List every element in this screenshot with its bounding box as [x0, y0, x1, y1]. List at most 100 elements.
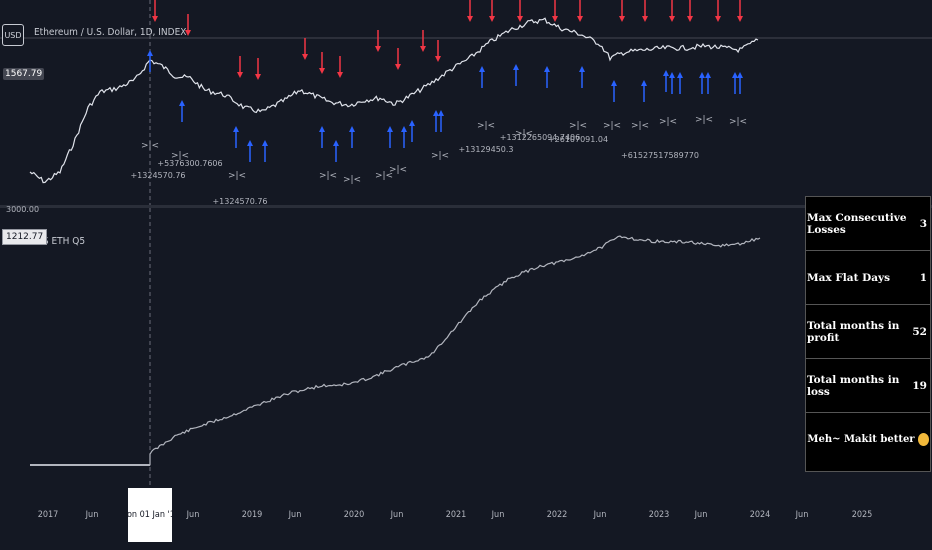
sell-arrow-icon [435, 40, 441, 62]
arrow-head [544, 66, 550, 72]
arrow-head [152, 16, 158, 22]
arrow-head [699, 72, 705, 78]
indicator-value-tag: 1212.77 [2, 229, 48, 245]
arrow-head [513, 64, 519, 70]
buy-arrow-icon [433, 110, 439, 132]
arrow-head [619, 16, 625, 22]
trade-profit-label: +26107091.04 [548, 135, 608, 144]
price-series-line [29, 17, 759, 184]
arrow-head [185, 30, 191, 36]
stat-row-months-profit: Total months in profit 52 [806, 305, 930, 359]
stats-footer-text: Meh~ Makit better [807, 433, 915, 445]
arrow-head [669, 16, 675, 22]
buy-arrow-icon [409, 120, 415, 142]
arrow-head [552, 16, 558, 22]
buy-arrow-icon [737, 72, 743, 94]
buy-arrow-icon [699, 72, 705, 94]
price-chart: >|<>|<>|< >|< >|< >|<>|<>|<>|<>|<>|< >|< >|< >… [0, 0, 932, 206]
buy-arrow-icon [147, 50, 153, 72]
buy-arrow-icon [663, 70, 669, 92]
sell-arrow-icon [715, 0, 721, 22]
scale-top-label: 3000.00 [6, 205, 40, 214]
arrow-head [737, 72, 743, 78]
arrow-head [642, 16, 648, 22]
time-axis[interactable]: 2017 Jun Jun 2019 Jun 2020 Jun 2021 Jun … [0, 500, 932, 550]
axis-label: 2022 [546, 510, 568, 520]
sell-arrow-icon [337, 56, 343, 78]
buy-arrow-icon [677, 72, 683, 94]
trade-marker-label: >|< [515, 129, 533, 139]
trade-marker-label: >|< [569, 121, 587, 131]
axis-label: 2023 [648, 510, 670, 520]
sell-arrow-icon [467, 0, 473, 22]
arrow-head [737, 16, 743, 22]
arrow-head [641, 80, 647, 86]
arrow-head [715, 16, 721, 22]
trade-marker-label: >|< [631, 121, 649, 131]
axis-label: 2025 [851, 510, 873, 520]
arrow-head [687, 16, 693, 22]
price-pane[interactable]: >|< >|< >|< >|< >|< >|< >|< >|< >|< >|< >|< >|< >|< >… [0, 0, 932, 206]
arrow-head [233, 126, 239, 132]
pane-separator[interactable] [0, 205, 932, 208]
equity-chart [30, 208, 761, 500]
arrow-head [319, 126, 325, 132]
arrow-head [349, 126, 355, 132]
trade-profit-label: +1324570.76 [212, 197, 267, 205]
axis-label: 2024 [749, 510, 771, 520]
axis-label: Jun [795, 510, 809, 520]
sell-arrow-icon [642, 0, 648, 22]
axis-label: Jun [390, 510, 404, 520]
sell-arrow-icon [255, 58, 261, 80]
arrow-head [611, 80, 617, 86]
stats-table: Max Consecutive Losses 3 Max Flat Days 1… [805, 196, 931, 472]
stats-footer: Meh~ Makit better [806, 413, 930, 465]
arrow-head [479, 66, 485, 72]
symbol-title[interactable]: Ethereum / U.S. Dollar, 1D, INDEX [34, 27, 187, 38]
arrow-head [420, 46, 426, 52]
trade-profit-label: +1324570.76 [130, 171, 185, 180]
price-tag: 1567.79 [3, 68, 45, 80]
buy-arrow-icon [479, 66, 485, 88]
axis-label: Jun [593, 510, 607, 520]
sell-arrow-icon [669, 0, 675, 22]
sell-arrow-icon [302, 38, 308, 60]
arrow-head [147, 50, 153, 56]
axis-label: Jun [186, 510, 200, 520]
axis-label: Jun [694, 510, 708, 520]
trade-marker-label: >|< [319, 171, 337, 181]
buy-arrow-icon [705, 72, 711, 94]
arrow-head [438, 110, 444, 116]
currency-button[interactable]: USD [2, 24, 24, 46]
trade-marker-label: >|< [141, 141, 159, 151]
sell-arrow-icon [687, 0, 693, 22]
sell-arrow-icon [517, 0, 523, 22]
stat-label: Max Flat Days [807, 271, 891, 284]
arrow-head [435, 56, 441, 62]
arrow-head [262, 140, 268, 146]
arrow-head [333, 140, 339, 146]
arrow-head [302, 54, 308, 60]
buy-arrow-icon [179, 100, 185, 122]
trade-marker-label: >|< [343, 175, 361, 185]
indicator-pane[interactable]: IRS ETH Q5 [0, 208, 932, 500]
sell-arrow-icon [577, 0, 583, 22]
sell-arrow-icon [619, 0, 625, 22]
buy-arrow-icon [579, 66, 585, 88]
axis-label: 2021 [445, 510, 467, 520]
grimace-emoji-icon [917, 432, 929, 446]
trade-profit-label: +13129450.3 [458, 145, 513, 154]
arrow-head [732, 72, 738, 78]
stat-row-flat-days: Max Flat Days 1 [806, 251, 930, 305]
arrow-head [705, 72, 711, 78]
axis-label: Jun [491, 510, 505, 520]
arrow-head [577, 16, 583, 22]
indicator-label[interactable]: IRS ETH Q5 [34, 236, 86, 247]
arrow-head [237, 72, 243, 78]
trade-marker-label: >|< [431, 151, 449, 161]
buy-arrow-icon [387, 126, 393, 148]
arrow-head [433, 110, 439, 116]
trade-profit-label: +1312265094.7406 [500, 133, 581, 142]
buy-arrow-icon [669, 72, 675, 94]
sell-arrow-icon [420, 30, 426, 52]
